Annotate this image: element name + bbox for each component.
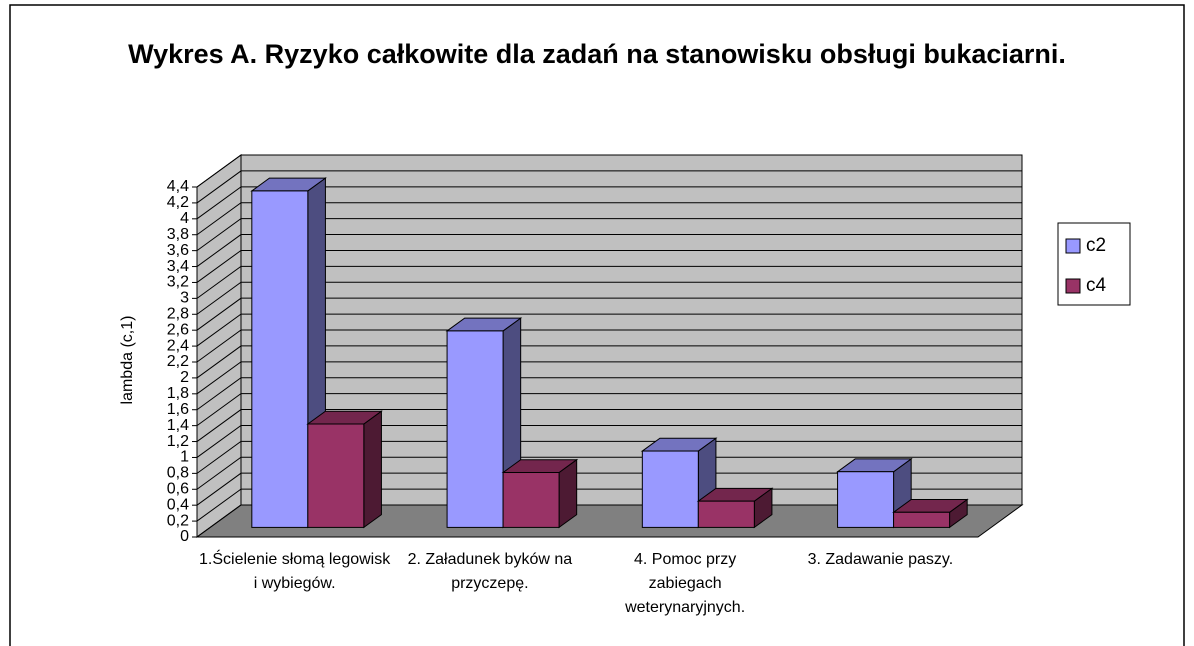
- bar-front: [837, 471, 895, 528]
- y-tick-label: 1,2: [167, 433, 189, 450]
- x-tick-label: 1.Ścielenie słomą legowisk i wybiegów.: [199, 551, 391, 592]
- bar-front: [307, 423, 365, 528]
- y-tick-label: 3,2: [167, 274, 189, 291]
- chart-title: Wykres A. Ryzyko całkowite dla zadań na …: [128, 39, 1066, 69]
- y-tick-label: 2,6: [167, 321, 189, 338]
- y-tick-label: 3,8: [167, 226, 189, 243]
- grid-line: [196, 234, 1022, 267]
- y-tick-label: 3: [180, 290, 189, 307]
- bar: [501, 458, 579, 529]
- grid-line: [196, 297, 1022, 331]
- y-tick-label: 1,6: [167, 401, 189, 418]
- grid-line: [196, 186, 1022, 220]
- grid-line: [196, 154, 1022, 188]
- bar: [696, 487, 774, 529]
- y-tick-label: 3,4: [167, 258, 189, 275]
- y-axis-label: lambda (c,1): [119, 316, 136, 405]
- legend-label: c2: [1086, 235, 1106, 256]
- bar-front: [641, 450, 699, 528]
- legend-label: c4: [1086, 275, 1107, 296]
- y-tick-label: 1: [180, 449, 189, 466]
- x-tick-label: 2. Załadunek byków na przyczepę.: [407, 551, 573, 592]
- grid-line: [196, 409, 1022, 442]
- grid-line: [196, 249, 1022, 283]
- y-tick-label: 0,4: [167, 496, 189, 513]
- grid-line: [196, 170, 1022, 204]
- grid-line: [196, 281, 1022, 315]
- grid-line: [196, 472, 1022, 506]
- y-tick-label: 2,8: [167, 305, 189, 322]
- x-tick-label: 3. Zadawanie paszy.: [807, 551, 954, 568]
- y-tick-label: 4: [180, 210, 189, 227]
- bar-front: [502, 472, 560, 528]
- y-tick-label: 4,2: [167, 194, 189, 211]
- bar-front: [893, 511, 951, 528]
- grid-line: [196, 377, 1022, 411]
- grid-line: [196, 424, 1022, 458]
- y-tick-label: 1,4: [167, 417, 189, 434]
- bar: [892, 498, 969, 529]
- grid-line: [196, 329, 1022, 363]
- y-tick-label: 0,6: [167, 480, 189, 497]
- bar-front: [446, 330, 504, 528]
- y-tick-label: 2: [180, 369, 189, 386]
- grid-line: [196, 313, 1022, 347]
- y-tick-label: 2,2: [167, 353, 189, 370]
- x-tick-label: 4. Pomoc przy zabiegach weterynaryjnych.: [625, 551, 746, 616]
- bar-front: [251, 190, 309, 528]
- y-tick-label: 0,2: [167, 512, 189, 529]
- grid-line: [196, 218, 1022, 252]
- grid-line: [196, 265, 1022, 299]
- legend-swatch: [1065, 238, 1081, 254]
- bar: [306, 410, 383, 529]
- grid-line: [196, 202, 1022, 236]
- y-tick-label: 4,4: [167, 178, 189, 195]
- y-tick-label: 0,8: [167, 465, 189, 482]
- y-tick-label: 1,8: [167, 385, 189, 402]
- grid-line: [196, 456, 1022, 490]
- grid-line: [196, 361, 1022, 395]
- legend-box: [1057, 222, 1131, 306]
- y-tick-label: 3,6: [167, 242, 189, 259]
- bar-front: [697, 500, 755, 528]
- y-tick-label: 0: [180, 528, 189, 545]
- y-tick-label: 2,4: [167, 337, 189, 354]
- legend-swatch: [1065, 278, 1081, 294]
- plot: [192, 154, 1024, 538]
- grid-line: [196, 440, 1022, 474]
- grid-line: [196, 393, 1022, 427]
- bar-side: [363, 410, 382, 529]
- grid-line: [196, 345, 1022, 379]
